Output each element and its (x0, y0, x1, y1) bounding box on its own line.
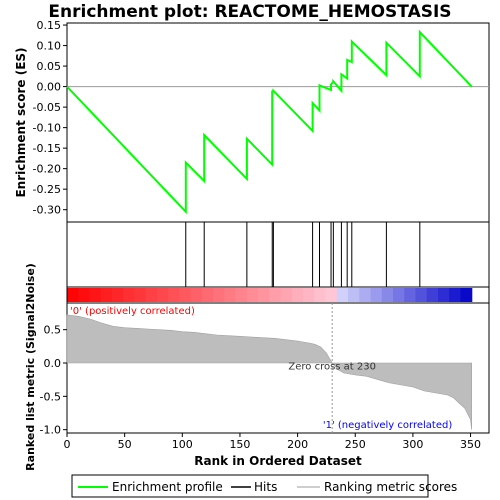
legend-label-hits: Hits (254, 480, 277, 494)
negative-correlation-label: '1' (negatively correlated) (323, 420, 452, 431)
color-bar-segment (258, 288, 270, 302)
x-tick-label: 100 (172, 438, 193, 451)
color-bar-segment (89, 288, 102, 302)
color-bar-segment (415, 288, 428, 302)
color-bar-segment (393, 288, 405, 302)
color-bar-segment (156, 288, 169, 302)
color-bar-segment (111, 288, 124, 302)
es-profile-line (66, 29, 473, 215)
color-bar-segment (246, 288, 259, 302)
x-tick-label: 50 (118, 438, 132, 451)
hits-panel-frame (66, 221, 490, 288)
x-tick-label: 150 (229, 438, 250, 451)
color-bar-segment (426, 288, 439, 302)
es-y-tick-label: -0.30 (33, 204, 61, 217)
color-bar-segment (201, 288, 214, 302)
color-bar-segment (134, 288, 147, 302)
color-bar-segment (78, 288, 91, 302)
es-y-tick-label: -0.15 (33, 142, 61, 155)
color-bar-segment (314, 288, 327, 302)
color-bar-segment (291, 288, 304, 302)
es-panel-frame (66, 22, 490, 223)
metric-panel: 0.5 0.0 -0.5 -1.0 Zero cross at 230 '0' (posi… (40, 302, 490, 451)
legend: Enrichment profile Hits Ranking metric sco… (71, 474, 457, 498)
metric-y-tick-label: 0.0 (44, 357, 62, 370)
color-bar-segment (179, 288, 192, 302)
es-y-tick-label: -0.10 (33, 122, 61, 135)
color-bar-segment (303, 288, 315, 302)
x-tick-label: 200 (287, 438, 308, 451)
color-bar-segment (213, 288, 225, 302)
color-bar-panel (66, 286, 490, 304)
chart-title: Enrichment plot: REACTOME_HEMOSTASIS (48, 2, 451, 22)
es-y-tick-label: -0.25 (33, 183, 61, 196)
es-y-tick-label: 0.00 (37, 81, 62, 94)
hits-panel (66, 221, 490, 288)
color-bar-segment (123, 288, 136, 302)
positive-correlation-label: '0' (positively correlated) (70, 306, 195, 317)
color-bar-segment (325, 288, 338, 302)
x-tick-label: 250 (345, 438, 366, 451)
es-y-tick-label: 0.05 (37, 60, 62, 73)
color-bar-segment (269, 288, 282, 302)
color-bar-segment (235, 288, 248, 302)
x-tick-label: 0 (64, 438, 71, 451)
es-panel: 0.15 0.10 0.05 0.00 -0.05 -0.10 -0.15 -0.20 -0.2… (33, 19, 490, 223)
color-bar-segment (67, 288, 79, 302)
x-tick-label: 350 (460, 438, 481, 451)
color-bar-segment (359, 288, 372, 302)
es-y-tick-label: -0.20 (33, 163, 61, 176)
legend-box (71, 474, 429, 498)
metric-y-tick-label: -1.0 (40, 424, 61, 437)
color-bar-segment (348, 288, 360, 302)
color-bar-segment (381, 288, 394, 302)
color-bar-segment (100, 288, 113, 302)
legend-label-metric: Ranking metric scores (324, 480, 457, 494)
color-bar-segment (168, 288, 181, 302)
metric-y-axis-label: Ranked list metric (Signal2Noise) (24, 263, 37, 471)
axes-text: Rank in Ordered Dataset Enrichment score … (14, 47, 362, 470)
legend-label-es: Enrichment profile (112, 480, 223, 494)
es-y-tick-label: 0.10 (37, 40, 62, 53)
zero-cross-label: Zero cross at 230 (288, 361, 376, 372)
color-bar-segment (224, 288, 237, 302)
color-bar-segment (370, 288, 383, 302)
ranking-metric-area (66, 314, 472, 430)
x-axis-label: Rank in Ordered Dataset (194, 454, 362, 468)
metric-y-tick-label: -0.5 (40, 390, 61, 403)
color-bar-segment (280, 288, 293, 302)
color-bar-segment (460, 288, 473, 302)
color-bar-segment (336, 288, 349, 302)
es-y-tick-label: -0.05 (33, 101, 61, 114)
x-tick-label: 300 (402, 438, 423, 451)
color-bar-segment (190, 288, 203, 302)
color-bar-segment (449, 288, 462, 302)
es-y-axis-label: Enrichment score (ES) (14, 47, 28, 197)
color-bar-segment (145, 288, 158, 302)
metric-y-tick-label: 0.5 (44, 324, 62, 337)
color-bar-segment (437, 288, 450, 302)
color-bar-segment (404, 288, 417, 302)
es-y-tick-label: 0.15 (37, 19, 62, 32)
